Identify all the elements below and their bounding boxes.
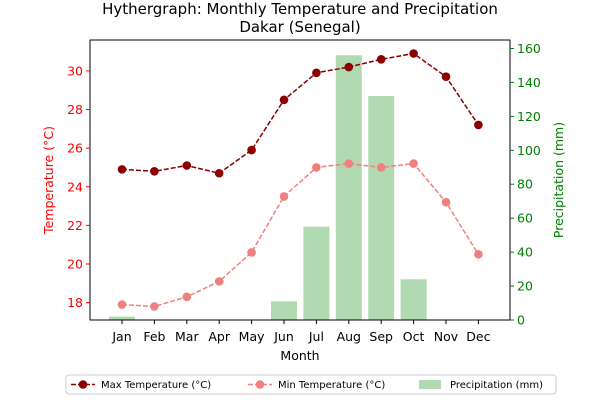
min-temp-line: [121, 162, 480, 308]
legend-min-temp-marker: [255, 380, 265, 389]
x-tick-label: May: [239, 329, 265, 344]
right-y-axis-label: Precipitation (mm): [551, 122, 566, 238]
max-temp-point-jan: [117, 165, 127, 174]
legend-precip-swatch: [419, 380, 441, 389]
max-temp-point-jun: [279, 95, 289, 105]
max-temp-point-apr: [214, 168, 224, 178]
x-tick-label: Dec: [466, 329, 490, 344]
legend-min-temp-label: Min Temperature (°C): [278, 380, 385, 391]
min-temp-point-may: [247, 248, 256, 257]
min-temp-point-jun: [279, 192, 289, 201]
precip-bar-sep: [368, 96, 395, 320]
temperature-lines: [117, 49, 483, 311]
legend-precip-label: Precipitation (mm): [450, 380, 543, 391]
legend-item-min-temp: Min Temperature (°C): [248, 380, 385, 391]
precip-bar-aug: [335, 55, 362, 320]
legend: Max Temperature (°C) Min Temperature (°C…: [65, 374, 557, 395]
right-y-axis: 0 20 40 60 80 100 120 140 160: [510, 41, 541, 328]
left-y-axis-label: Temperature (°C): [41, 126, 56, 235]
legend-max-temp-marker: [78, 380, 88, 389]
max-temp-point-jul: [312, 68, 321, 78]
x-tick-label: Feb: [143, 329, 165, 344]
legend-item-max-temp: Max Temperature (°C): [71, 380, 211, 391]
precip-bar-jan: [109, 316, 135, 320]
x-axis-label: Month: [280, 348, 319, 363]
right-y-tick-label: 60: [517, 211, 533, 226]
legend-item-precipitation: Precipitation (mm): [419, 380, 543, 391]
x-tick-label: Aug: [337, 329, 361, 344]
max-temp-point-sep: [376, 55, 386, 64]
left-y-axis: 18 20 22 24 26 28 30: [67, 63, 90, 310]
x-tick-label: Jun: [273, 329, 294, 344]
x-axis: Jan Feb Mar Apr May Jun Jul Aug Sep Oct Nov Dec: [111, 320, 491, 344]
right-y-tick-label: 40: [517, 245, 533, 260]
min-temp-point-apr: [214, 277, 224, 286]
x-tick-label: Mar: [175, 329, 199, 344]
right-y-tick-label: 0: [517, 313, 525, 328]
right-y-tick-label: 20: [517, 279, 533, 294]
right-y-tick-label: 100: [517, 143, 541, 158]
min-temp-point-nov: [441, 197, 451, 207]
left-y-tick-label: 24: [67, 179, 83, 194]
min-temp-point-mar: [182, 292, 192, 302]
x-tick-label: Nov: [434, 329, 459, 344]
x-tick-label: Apr: [208, 329, 230, 344]
left-y-tick-label: 26: [67, 141, 83, 156]
left-y-tick-label: 28: [67, 102, 83, 117]
left-y-tick-label: 18: [67, 295, 83, 310]
min-temp-point-jul: [312, 163, 321, 172]
right-y-tick-label: 120: [517, 109, 541, 124]
precip-bar-jun: [271, 301, 297, 320]
chart-title: Hythergraph: Monthly Temperature and Pre…: [102, 0, 498, 18]
chart-subtitle: Dakar (Senegal): [239, 18, 360, 36]
legend-max-temp-label: Max Temperature (°C): [101, 380, 211, 391]
legend-frame: [65, 374, 557, 395]
x-tick-label: Sep: [369, 329, 393, 344]
min-temp-point-feb: [150, 302, 159, 311]
right-y-tick-label: 160: [517, 41, 541, 56]
x-tick-label: Oct: [403, 329, 425, 344]
precip-bar-oct: [400, 279, 427, 320]
x-tick-label: Jul: [308, 329, 324, 344]
min-temp-point-sep: [376, 163, 386, 172]
max-temp-point-oct: [409, 49, 418, 58]
max-temp-point-feb: [150, 167, 159, 176]
plot-frame: [89, 39, 511, 321]
precipitation-bars: [109, 55, 427, 320]
min-temp-point-aug: [344, 159, 354, 168]
right-y-tick-label: 80: [517, 177, 533, 192]
precip-bar-jul: [303, 226, 330, 320]
left-y-tick-label: 22: [67, 218, 83, 233]
min-temp-point-jan: [117, 300, 127, 309]
right-y-tick-label: 140: [517, 75, 541, 90]
max-temp-point-aug: [344, 62, 354, 72]
max-temp-point-dec: [474, 120, 483, 130]
max-temp-point-may: [247, 145, 256, 155]
max-temp-point-mar: [182, 161, 192, 170]
min-temp-point-dec: [474, 250, 483, 259]
left-y-tick-label: 30: [67, 63, 83, 78]
max-temp-point-nov: [441, 72, 451, 81]
min-temp-point-oct: [409, 159, 418, 168]
left-y-tick-label: 20: [67, 257, 83, 272]
max-temp-line: [121, 52, 480, 175]
x-tick-label: Jan: [111, 329, 131, 344]
